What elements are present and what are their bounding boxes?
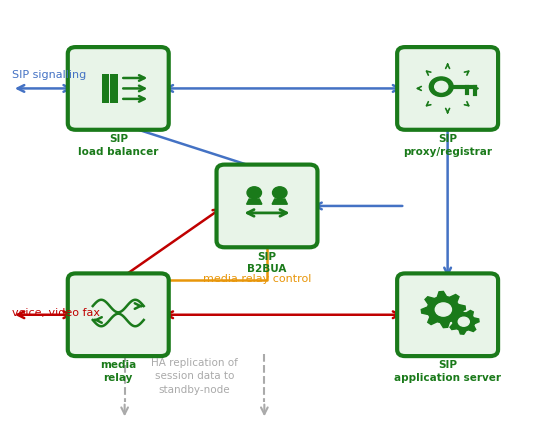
Circle shape bbox=[429, 77, 453, 96]
Circle shape bbox=[435, 303, 451, 316]
FancyBboxPatch shape bbox=[216, 165, 318, 247]
FancyBboxPatch shape bbox=[110, 74, 118, 103]
FancyBboxPatch shape bbox=[397, 47, 498, 130]
Text: SIP signalling: SIP signalling bbox=[12, 70, 87, 80]
Text: SIP
application server: SIP application server bbox=[394, 360, 501, 383]
Circle shape bbox=[458, 317, 469, 326]
Text: voice, video fax: voice, video fax bbox=[12, 307, 100, 318]
Text: SIP
load balancer: SIP load balancer bbox=[78, 134, 159, 156]
Polygon shape bbox=[247, 199, 262, 204]
Text: HA replication of
session data to
standby-node: HA replication of session data to standb… bbox=[151, 358, 238, 395]
Circle shape bbox=[272, 187, 287, 198]
Text: SIP
B2BUA: SIP B2BUA bbox=[247, 252, 287, 274]
FancyBboxPatch shape bbox=[68, 47, 169, 130]
FancyBboxPatch shape bbox=[68, 273, 169, 356]
Text: media relay control: media relay control bbox=[203, 274, 312, 284]
FancyBboxPatch shape bbox=[101, 74, 109, 103]
Polygon shape bbox=[272, 199, 287, 204]
Polygon shape bbox=[421, 291, 466, 328]
Circle shape bbox=[435, 81, 448, 92]
Text: media
relay: media relay bbox=[100, 360, 136, 383]
Text: SIP
proxy/registrar: SIP proxy/registrar bbox=[403, 134, 492, 156]
Circle shape bbox=[247, 187, 262, 198]
Polygon shape bbox=[449, 310, 479, 334]
FancyBboxPatch shape bbox=[397, 273, 498, 356]
